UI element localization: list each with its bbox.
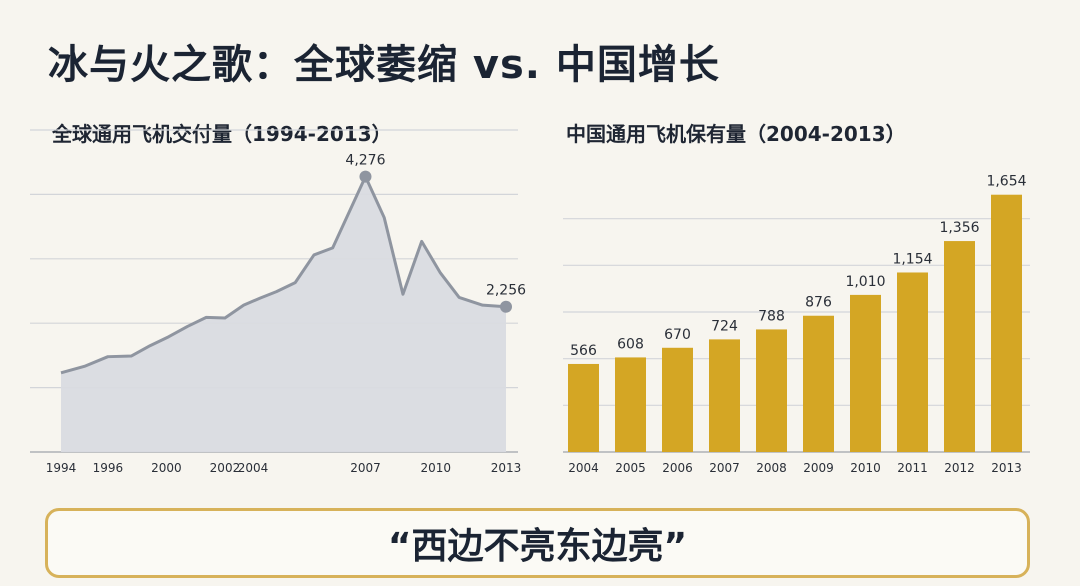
annotation-marker-0 [359, 170, 372, 183]
bar-value-label: 1,654 [986, 174, 1026, 190]
right-x-tick-label: 2013 [991, 461, 1022, 475]
annotation-label-1: 2,256 [486, 283, 526, 299]
right-chart-title: 中国通用飞机保有量（2004-2013） [566, 122, 906, 146]
bar-2010 [850, 294, 881, 452]
bar-2004 [568, 363, 599, 452]
bar-value-label: 608 [617, 336, 644, 352]
bar-2012 [944, 241, 975, 452]
bar-2006 [662, 347, 693, 452]
left-x-tick-label: 1996 [93, 461, 124, 475]
bar-value-label: 670 [664, 327, 691, 343]
annotation-label-0: 4,276 [345, 153, 385, 169]
right-x-tick-label: 2007 [709, 461, 740, 475]
left-x-tick-label: 2000 [151, 461, 182, 475]
slogan-text: “西边不亮东边亮” [387, 526, 688, 567]
bar-2007 [709, 339, 740, 452]
bar-2005 [615, 357, 646, 452]
bar-value-label: 566 [570, 343, 597, 359]
left-chart-title: 全球通用飞机交付量（1994-2013） [52, 122, 392, 146]
page-title: 冰与火之歌：全球萎缩 vs. 中国增长 [48, 42, 720, 88]
right-x-tick-label: 2010 [850, 461, 881, 475]
left-x-tick-label: 2010 [420, 461, 451, 475]
bar-value-label: 724 [711, 318, 738, 334]
slogan-banner: “西边不亮东边亮” [45, 508, 1030, 578]
delivery-line [60, 175, 507, 375]
bar-2013 [991, 194, 1022, 452]
bar-2008 [756, 329, 787, 452]
bar-2011 [897, 272, 928, 452]
right-x-tick-label: 2008 [756, 461, 787, 475]
left-x-tick-label: 2002 [210, 461, 241, 475]
right-x-tick-label: 2009 [803, 461, 834, 475]
right-x-tick-label: 2012 [944, 461, 975, 475]
bar-value-label: 788 [758, 308, 785, 324]
china-fleet-bar-chart: 566 2004 608 2005 670 2006 724 2007 788 2008 876 20… [563, 174, 1030, 475]
left-x-tick-label: 2013 [491, 461, 522, 475]
bar-value-label: 1,010 [845, 274, 885, 290]
left-x-tick-label: 1994 [46, 461, 77, 475]
delivery-area [61, 176, 506, 452]
bar-value-label: 1,356 [939, 220, 979, 236]
annotation-marker-1 [500, 300, 512, 313]
left-x-tick-label: 2004 [238, 461, 269, 475]
bar-2009 [803, 315, 834, 452]
right-x-tick-label: 2006 [662, 461, 693, 475]
bar-value-label: 1,154 [892, 251, 932, 267]
right-x-tick-label: 2004 [568, 461, 599, 475]
right-x-tick-label: 2005 [615, 461, 646, 475]
right-x-tick-label: 2011 [897, 461, 928, 475]
left-x-tick-label: 2007 [350, 461, 381, 475]
bar-value-label: 876 [805, 295, 832, 311]
